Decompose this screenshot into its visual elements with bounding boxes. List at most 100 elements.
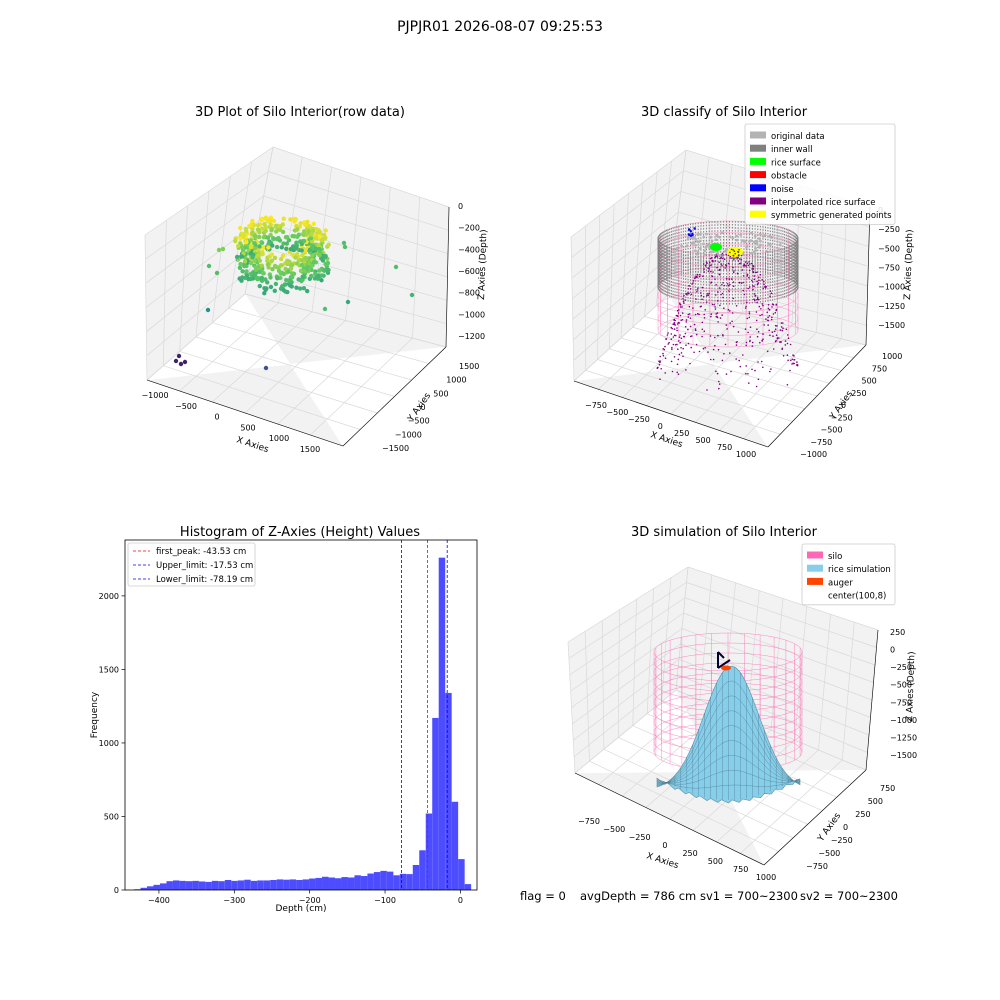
panel-raw-x-ticks: −1000 −500 0 500 1000 1500 xyxy=(141,391,320,454)
interpolated-point xyxy=(746,317,749,320)
interpolated-point xyxy=(721,252,724,255)
z-axis-line xyxy=(865,206,871,346)
interpolated-point xyxy=(772,335,774,337)
interpolated-point xyxy=(663,348,666,351)
undefined: −1250 xyxy=(890,733,917,742)
interpolated-point xyxy=(685,369,687,371)
interpolated-point xyxy=(745,365,747,367)
raw-data-point xyxy=(265,262,271,267)
interpolated-point xyxy=(700,294,703,297)
y-axis-line xyxy=(767,344,867,448)
interpolated-point xyxy=(752,281,754,283)
raw-data-point xyxy=(266,242,271,247)
status-sv2: sv2 = 700~2300 xyxy=(800,889,898,903)
legend-swatch xyxy=(750,131,766,139)
interpolated-point xyxy=(754,294,757,297)
interpolated-point xyxy=(702,263,705,265)
undefined: 500 xyxy=(862,377,877,386)
interpolated-point xyxy=(751,341,754,344)
histogram-bar xyxy=(412,865,420,890)
interpolated-point xyxy=(731,320,733,323)
grid-line-z-back xyxy=(268,171,449,231)
interpolated-point xyxy=(757,283,759,285)
interpolated-point xyxy=(713,304,715,306)
status-sv1: sv1 = 700~2300 xyxy=(700,889,798,903)
interpolated-point xyxy=(756,301,758,304)
interpolated-point xyxy=(696,273,699,276)
raw-data-point xyxy=(342,244,348,250)
interpolated-point xyxy=(697,312,699,315)
grid-line-z-left xyxy=(568,582,687,659)
interpolated-point xyxy=(687,316,690,318)
undefined: 0 xyxy=(658,422,663,431)
interpolated-point xyxy=(700,292,702,294)
interpolated-point xyxy=(759,341,761,344)
interpolated-point xyxy=(740,282,743,284)
interpolated-point xyxy=(771,331,774,334)
surface-mesh-line xyxy=(657,725,801,784)
raw-data-point xyxy=(301,239,306,244)
grid-line-z-left xyxy=(573,674,678,757)
interpolated-point xyxy=(751,279,753,282)
interpolated-point xyxy=(714,336,716,339)
raw-data-point xyxy=(271,218,277,224)
x-axis-line xyxy=(146,379,344,447)
raw-data-point xyxy=(311,259,317,265)
interpolated-point xyxy=(662,352,664,355)
interpolated-point xyxy=(726,328,728,330)
raw-data-point xyxy=(290,244,296,249)
undefined: 0 xyxy=(214,413,219,422)
interpolated-point xyxy=(748,276,750,279)
interpolated-point xyxy=(670,360,673,363)
interpolated-point xyxy=(718,380,720,383)
grid-line-y-wall xyxy=(644,171,658,317)
z-axis-line xyxy=(865,629,879,771)
histogram-bar xyxy=(354,875,361,890)
interpolated-point xyxy=(790,359,792,362)
histogram-bar xyxy=(192,880,199,890)
histogram-bar xyxy=(289,879,297,890)
x-tick-label: −300 xyxy=(223,896,245,905)
interpolated-point xyxy=(779,329,782,331)
interpolated-point xyxy=(730,278,733,280)
original-data-point xyxy=(731,236,735,240)
raw-data-point xyxy=(279,245,284,250)
interpolated-point xyxy=(670,333,673,335)
original-data-point xyxy=(702,242,705,246)
original-data-point xyxy=(699,232,702,236)
raw-data-point xyxy=(272,288,277,293)
legend-swatch xyxy=(750,144,766,152)
panel-raw-title: 3D Plot of Silo Interior(row data) xyxy=(195,105,405,120)
interpolated-point xyxy=(706,294,708,297)
interpolated-point xyxy=(771,316,773,319)
interpolated-point xyxy=(695,333,698,336)
interpolated-point xyxy=(738,359,740,362)
interpolated-point xyxy=(732,281,735,283)
interpolated-point xyxy=(693,351,695,354)
interpolated-point xyxy=(689,362,691,365)
interpolated-point xyxy=(739,365,742,368)
undefined: −750 xyxy=(810,438,832,447)
interpolated-point xyxy=(751,285,754,287)
grid-line-z-back xyxy=(680,643,871,718)
original-data-point xyxy=(752,240,756,244)
raw-data-point xyxy=(250,230,255,235)
panel-classify-points xyxy=(656,220,799,391)
interpolated-point xyxy=(688,313,691,315)
raw-data-point xyxy=(262,291,267,296)
interpolated-point xyxy=(782,355,785,357)
interpolated-point xyxy=(756,271,758,274)
grid-line-x xyxy=(598,699,700,785)
interpolated-point xyxy=(769,290,772,292)
interpolated-point xyxy=(716,312,719,314)
legend-entry-label: symmetric generated points xyxy=(771,211,892,221)
interpolated-point xyxy=(673,334,676,337)
interpolated-point xyxy=(752,264,754,267)
interpolated-point xyxy=(756,335,759,338)
panel-raw-x-label: X Axies xyxy=(235,435,270,455)
interpolated-point xyxy=(748,286,751,288)
interpolated-point xyxy=(688,305,691,308)
x-axis-line xyxy=(574,772,765,866)
histogram-reference-lines xyxy=(401,540,448,890)
histogram-bar xyxy=(218,881,225,890)
